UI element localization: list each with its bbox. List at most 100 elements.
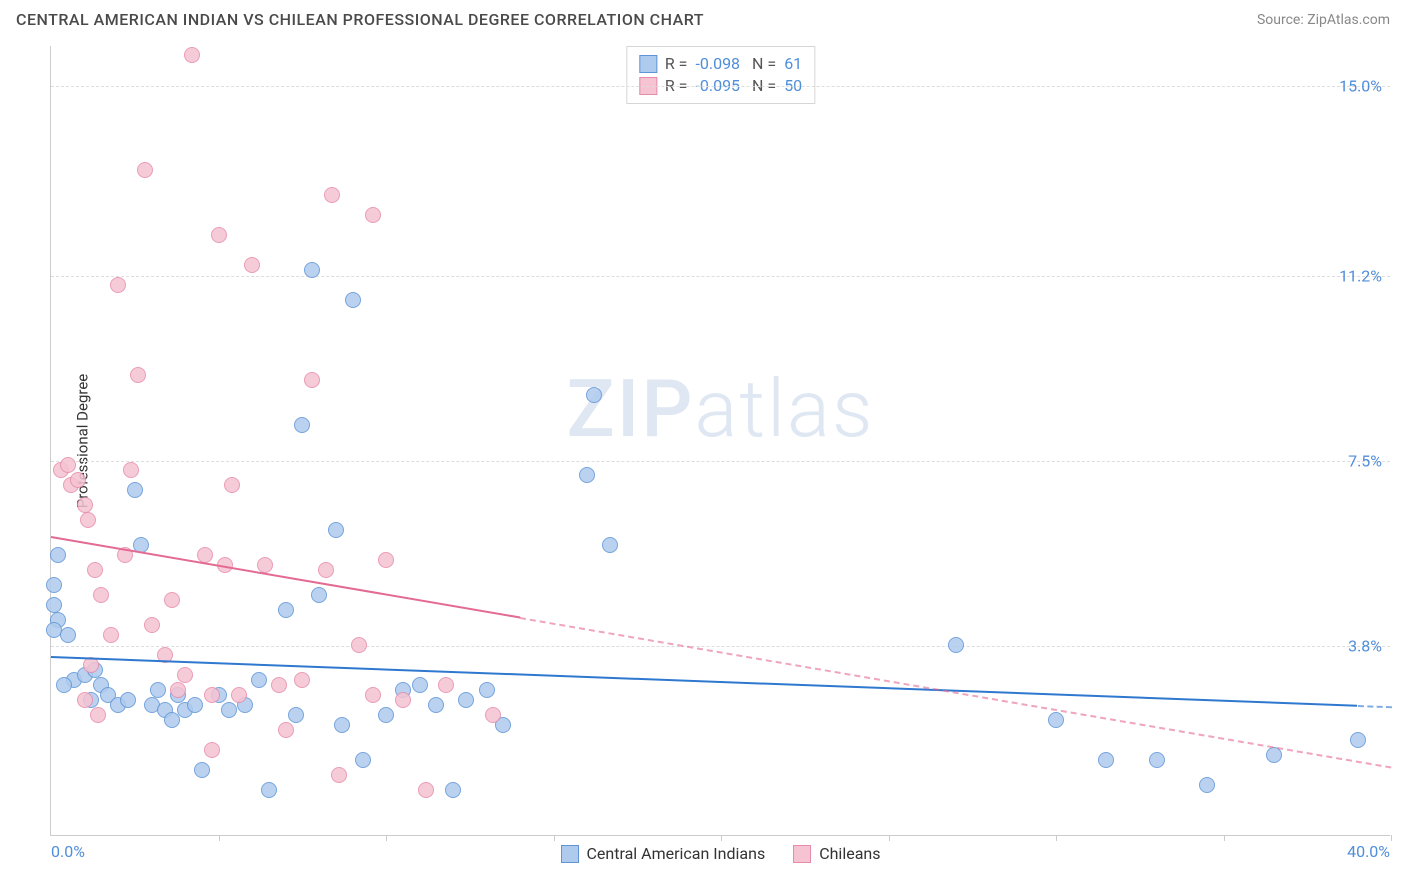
data-point	[251, 672, 267, 688]
data-point	[150, 682, 166, 698]
data-point	[271, 677, 287, 693]
correlation-legend: R = -0.098 N = 61 R = -0.095 N = 50	[626, 46, 815, 104]
data-point	[428, 697, 444, 713]
data-point	[204, 742, 220, 758]
gridline	[51, 646, 1390, 647]
data-point	[244, 257, 260, 273]
chart-area: ZIPatlas Professional Degree R = -0.098 …	[50, 46, 1390, 836]
legend-swatch-0	[639, 55, 657, 73]
series-label-0: Central American Indians	[587, 844, 766, 863]
data-point	[602, 537, 618, 553]
data-point	[318, 562, 334, 578]
data-point	[328, 522, 344, 538]
data-point	[177, 667, 193, 683]
data-point	[378, 707, 394, 723]
y-tick-label: 7.5%	[1348, 452, 1382, 471]
legend-r-value-0: -0.098	[695, 53, 740, 75]
x-tick	[1224, 835, 1225, 841]
data-point	[50, 547, 66, 563]
data-point	[355, 752, 371, 768]
gridline	[51, 461, 1390, 462]
data-point	[187, 697, 203, 713]
data-point	[103, 627, 119, 643]
data-point	[120, 692, 136, 708]
legend-n-label: N =	[748, 53, 776, 75]
data-point	[365, 687, 381, 703]
data-point	[438, 677, 454, 693]
data-point	[304, 262, 320, 278]
data-point	[365, 207, 381, 223]
data-point	[1048, 712, 1064, 728]
x-tick	[386, 835, 387, 841]
series-legend: Central American Indians Chileans	[561, 844, 881, 863]
data-point	[144, 617, 160, 633]
chart-title: CENTRAL AMERICAN INDIAN VS CHILEAN PROFE…	[16, 10, 704, 29]
data-point	[231, 687, 247, 703]
data-point	[345, 292, 361, 308]
data-point	[46, 577, 62, 593]
data-point	[412, 677, 428, 693]
series-swatch-0	[561, 845, 579, 863]
data-point	[311, 587, 327, 603]
data-point	[46, 597, 62, 613]
data-point	[110, 277, 126, 293]
gridline	[51, 86, 1390, 87]
data-point	[485, 707, 501, 723]
data-point	[351, 637, 367, 653]
data-point	[60, 627, 76, 643]
series-legend-item-1: Chileans	[793, 844, 880, 863]
legend-r-label: R =	[665, 53, 688, 75]
data-point	[479, 682, 495, 698]
data-point	[294, 417, 310, 433]
gridline	[51, 276, 1390, 277]
x-axis-min-label: 0.0%	[51, 842, 85, 861]
data-point	[395, 692, 411, 708]
legend-n-value-0: 61	[784, 53, 802, 75]
data-point	[184, 47, 200, 63]
plot-area: ZIPatlas Professional Degree R = -0.098 …	[50, 46, 1390, 836]
data-point	[445, 782, 461, 798]
data-point	[93, 587, 109, 603]
series-label-1: Chileans	[819, 844, 880, 863]
chart-header: CENTRAL AMERICAN INDIAN VS CHILEAN PROFE…	[0, 0, 1406, 35]
x-tick	[1391, 835, 1392, 841]
watermark: ZIPatlas	[567, 362, 875, 456]
data-point	[56, 677, 72, 693]
data-point	[579, 467, 595, 483]
chart-source: Source: ZipAtlas.com	[1257, 12, 1390, 28]
data-point	[418, 782, 434, 798]
data-point	[278, 602, 294, 618]
data-point	[304, 372, 320, 388]
data-point	[60, 457, 76, 473]
data-point	[170, 682, 186, 698]
data-point	[1098, 752, 1114, 768]
series-swatch-1	[793, 845, 811, 863]
data-point	[948, 637, 964, 653]
x-tick	[554, 835, 555, 841]
data-point	[211, 227, 227, 243]
data-point	[261, 782, 277, 798]
watermark-atlas: atlas	[694, 362, 874, 456]
data-point	[77, 497, 93, 513]
data-point	[586, 387, 602, 403]
data-point	[331, 767, 347, 783]
data-point	[1149, 752, 1165, 768]
data-point	[164, 592, 180, 608]
data-point	[278, 722, 294, 738]
data-point	[164, 712, 180, 728]
x-axis-max-label: 40.0%	[1347, 842, 1390, 861]
watermark-zip: ZIP	[567, 362, 695, 456]
x-tick	[889, 835, 890, 841]
trend-line	[1357, 705, 1391, 708]
y-tick-label: 11.2%	[1339, 267, 1382, 286]
x-tick	[721, 835, 722, 841]
data-point	[1350, 732, 1366, 748]
data-point	[378, 552, 394, 568]
data-point	[130, 367, 146, 383]
data-point	[257, 557, 273, 573]
data-point	[334, 717, 350, 733]
data-point	[288, 707, 304, 723]
data-point	[137, 162, 153, 178]
data-point	[77, 692, 93, 708]
data-point	[324, 187, 340, 203]
